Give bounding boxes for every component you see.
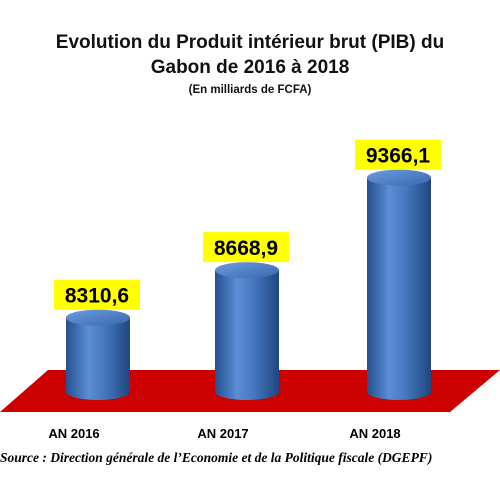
chart-subtitle: (En milliards de FCFA)	[188, 84, 312, 96]
category-label: AN 2016	[48, 426, 99, 441]
data-label: 9366,1	[366, 145, 431, 168]
bar-top	[66, 309, 130, 326]
chart-title-line-2: Gabon de 2016 à 2018	[150, 57, 350, 78]
bar-body	[215, 270, 279, 400]
bar-1: 8310,6	[54, 279, 140, 400]
data-label: 8668,9	[214, 237, 278, 260]
bar-body	[367, 177, 431, 400]
category-labels: AN 2016 AN 2017 AN 2018	[48, 426, 400, 441]
chart-title: Evolution du Produit intérieur brut (PIB…	[0, 30, 500, 80]
category-label: AN 2017	[197, 426, 248, 441]
category-label: AN 2018	[349, 426, 400, 441]
data-label-bg	[355, 139, 441, 170]
bar-3: 9366,1	[355, 139, 441, 400]
data-label: 8310,6	[65, 285, 129, 308]
chart-title-line-1: Evolution du Produit intérieur brut (PIB…	[55, 32, 445, 53]
data-label-bg	[54, 279, 140, 310]
bar-2: 8668,9	[203, 232, 289, 400]
bar-top	[215, 262, 279, 279]
bar-top	[367, 169, 431, 186]
source-note: Source : Direction générale de l’Economi…	[0, 450, 433, 465]
bar-group: 8310,6 8668,9 9366,1	[54, 139, 441, 400]
bar-body	[66, 317, 130, 400]
data-label-bg	[203, 232, 289, 263]
